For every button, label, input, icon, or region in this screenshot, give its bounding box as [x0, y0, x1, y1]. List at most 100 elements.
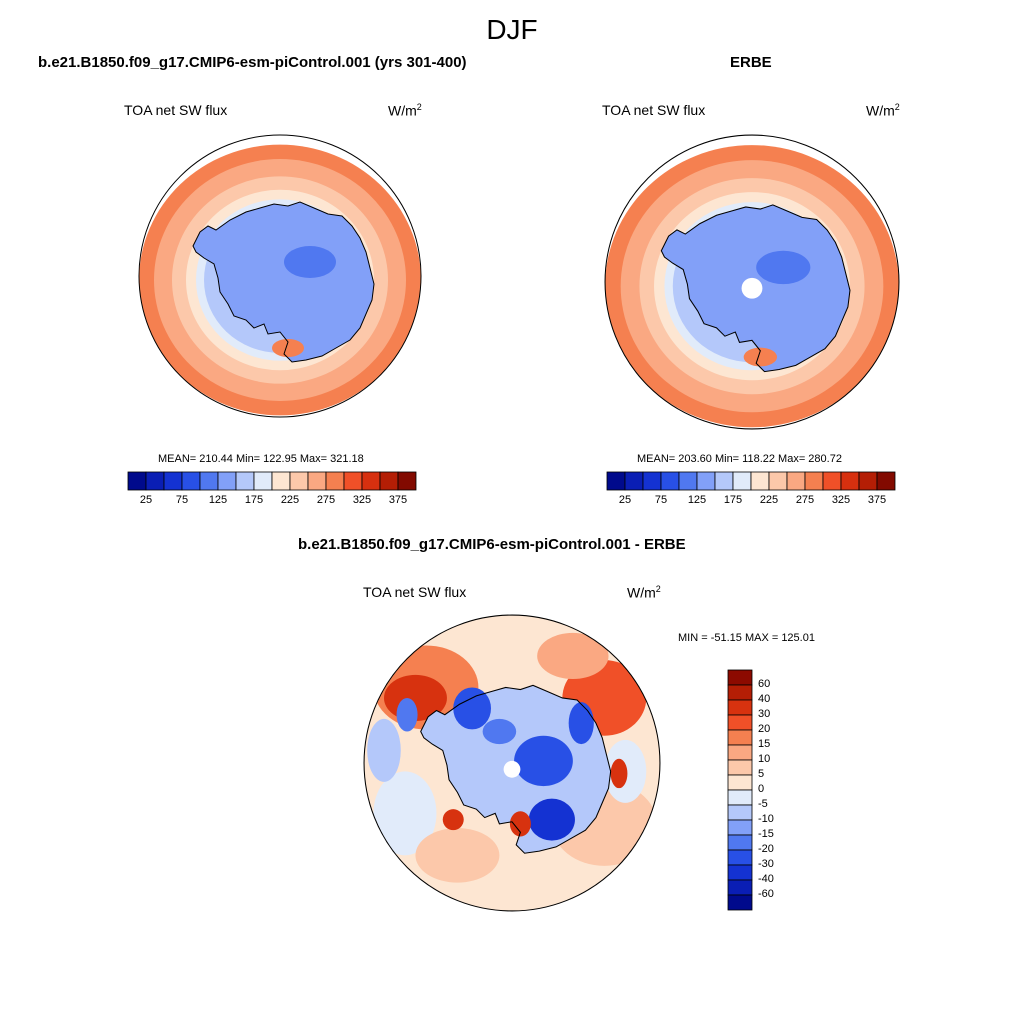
- colorbar-box: [727, 789, 753, 806]
- panel-3-units: W/m2: [627, 584, 661, 601]
- panel-2-variable: TOA net SW flux: [602, 102, 706, 118]
- panel-2-colorbar-labels: 25 75 125 175 225 275 325 375: [607, 494, 895, 508]
- colorbar-tick-label: 25: [139, 494, 153, 506]
- colorbar-box: [727, 879, 753, 896]
- colorbar-box: [727, 744, 753, 761]
- anomaly-patch: [453, 687, 492, 730]
- low-flux-patch: [756, 250, 811, 285]
- anomaly-patch: [537, 632, 609, 680]
- colorbar-tick-label: 20: [758, 723, 771, 735]
- panel-3-colorbar: [727, 669, 753, 911]
- colorbar-tick-label: 275: [795, 494, 815, 506]
- colorbar-box: [804, 471, 824, 491]
- colorbar-tick-label: 60: [758, 678, 771, 690]
- map-boundary: [363, 614, 661, 912]
- panel-1-polar-map: [138, 134, 422, 418]
- colorbar-tick-label: -5: [758, 798, 768, 810]
- colorbar-tick-label: -15: [758, 828, 774, 840]
- colorbar-box: [217, 471, 237, 491]
- colorbar-box: [606, 471, 626, 491]
- coastline: [192, 201, 375, 363]
- colorbar-box: [840, 471, 860, 491]
- colorbar-tick-label: 30: [758, 708, 771, 720]
- colorbar-box: [768, 471, 788, 491]
- colorbar-box: [253, 471, 273, 491]
- colorbar-box: [163, 471, 183, 491]
- colorbar-tick-label: -40: [758, 873, 774, 885]
- colorbar-box: [379, 471, 399, 491]
- anomaly-patch: [415, 828, 500, 883]
- colorbar-box: [727, 774, 753, 791]
- colorbar-box: [660, 471, 680, 491]
- colorbar-tick-label: 75: [175, 494, 189, 506]
- antarctic-flux-region: [193, 202, 374, 362]
- anomaly-patch: [514, 735, 573, 787]
- panel-2-polar-map: [604, 134, 900, 430]
- missing-data-hole: [503, 760, 521, 778]
- colorbar-box: [727, 834, 753, 851]
- anomaly-patch: [610, 758, 628, 789]
- missing-data-hole: [741, 277, 763, 299]
- colorbar-box: [727, 684, 753, 701]
- colorbar-box: [786, 471, 806, 491]
- colorbar-tick-label: 15: [758, 738, 771, 750]
- map-boundary: [138, 134, 422, 418]
- panel-2-title: ERBE: [730, 54, 772, 71]
- colorbar-box: [397, 471, 417, 491]
- page-title: DJF: [486, 14, 538, 45]
- panel-2-stats: MEAN= 203.60 Min= 118.22 Max= 280.72: [637, 453, 842, 465]
- panel-3-polar-map: [363, 614, 661, 912]
- panel-1-title: b.e21.B1850.f09_g17.CMIP6-esm-piControl.…: [38, 54, 467, 71]
- colorbar-box: [127, 471, 147, 491]
- colorbar-tick-label: 75: [654, 494, 668, 506]
- coastline: [420, 684, 612, 854]
- colorbar-tick-label: 40: [758, 693, 771, 705]
- colorbar-box: [714, 471, 734, 491]
- colorbar-box: [876, 471, 896, 491]
- colorbar-box: [678, 471, 698, 491]
- anomaly-patch: [482, 718, 517, 745]
- colorbar-box: [696, 471, 716, 491]
- colorbar-box: [343, 471, 363, 491]
- colorbar-tick-label: -60: [758, 888, 774, 900]
- colorbar-box: [732, 471, 752, 491]
- colorbar-box: [727, 669, 753, 686]
- panel-1-colorbar-labels: 25 75 125 175 225 275 325 375: [128, 494, 416, 508]
- low-flux-patch: [284, 246, 336, 278]
- anomaly-patch: [367, 718, 401, 782]
- colorbar-tick-label: 125: [687, 494, 707, 506]
- colorbar-box: [727, 819, 753, 836]
- colorbar-box: [750, 471, 770, 491]
- anomaly-patch: [396, 697, 418, 732]
- colorbar-box: [727, 729, 753, 746]
- anomaly-patch: [373, 771, 437, 856]
- anomaly-patch: [528, 798, 575, 841]
- colorbar-tick-label: 325: [352, 494, 372, 506]
- anomaly-patch: [568, 702, 594, 745]
- colorbar-box: [727, 864, 753, 881]
- colorbar-tick-label: 175: [723, 494, 743, 506]
- colorbar-tick-label: -10: [758, 813, 774, 825]
- colorbar-tick-label: -20: [758, 843, 774, 855]
- colorbar-tick-label: 375: [388, 494, 408, 506]
- map-boundary: [604, 134, 900, 430]
- colorbar-tick-label: 5: [758, 768, 765, 780]
- colorbar-box: [235, 471, 255, 491]
- panel-1-colorbar: [127, 471, 417, 491]
- colorbar-box: [858, 471, 878, 491]
- panel-1-stats: MEAN= 210.44 Min= 122.95 Max= 321.18: [158, 453, 364, 465]
- colorbar-box: [361, 471, 381, 491]
- colorbar-tick-label: 375: [867, 494, 887, 506]
- anomaly-patch: [442, 809, 464, 831]
- colorbar-box: [145, 471, 165, 491]
- panel-1-units: W/m2: [388, 102, 422, 119]
- colorbar-tick-label: 175: [244, 494, 264, 506]
- colorbar-box: [199, 471, 219, 491]
- panel-2-units: W/m2: [866, 102, 900, 119]
- colorbar-box: [181, 471, 201, 491]
- colorbar-tick-label: 225: [759, 494, 779, 506]
- colorbar-box: [624, 471, 644, 491]
- colorbar-tick-label: 275: [316, 494, 336, 506]
- panel-3-minmax: MIN = -51.15 MAX = 125.01: [678, 632, 815, 644]
